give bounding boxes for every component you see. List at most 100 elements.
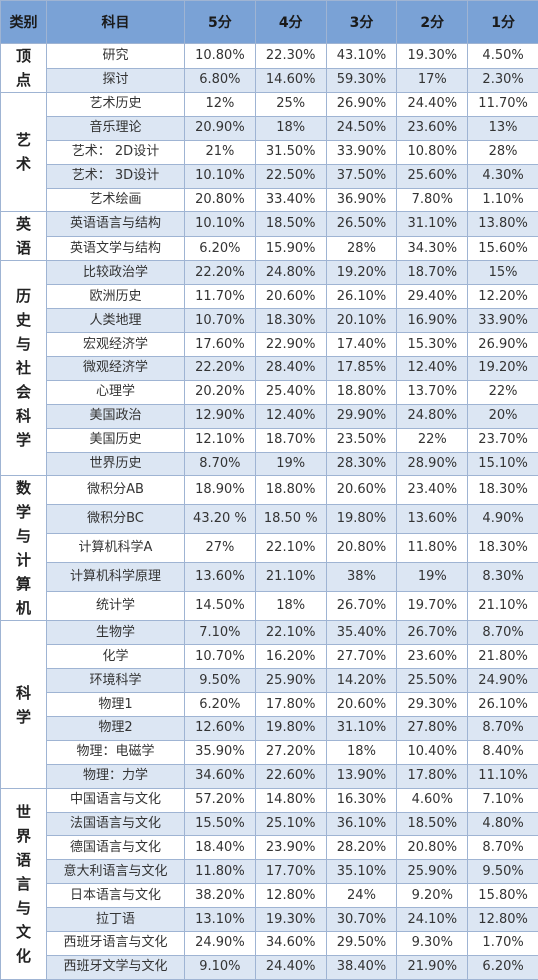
score-5-percent-cell: 13.10% [185,908,256,932]
score-3-percent-cell: 36.90% [326,188,397,212]
score-3-percent-cell: 38% [326,563,397,592]
score-4-percent-cell: 14.60% [255,68,326,93]
score-5-percent-cell: 22.20% [185,261,256,285]
score-1-percent-cell: 18.30% [468,476,538,505]
score-5-percent-cell: 20.80% [185,188,256,212]
score-5-percent-cell: 20.90% [185,116,256,140]
subject-cell: 法国语言与文化 [47,812,185,836]
category-cell: 顶点 [1,44,47,93]
score-5-percent-cell: 11.80% [185,860,256,884]
score-3-percent-cell: 20.60% [326,476,397,505]
score-4-percent-cell: 22.60% [255,764,326,788]
score-2-percent-cell: 23.40% [397,476,468,505]
subject-cell: 计算机科学原理 [47,563,185,592]
subject-cell: 中国语言与文化 [47,788,185,812]
score-4-percent-cell: 18% [255,116,326,140]
score-4-percent-cell: 22.10% [255,534,326,563]
score-2-percent-cell: 23.60% [397,645,468,669]
subject-cell: 比较政治学 [47,261,185,285]
score-4-percent-cell: 33.40% [255,188,326,212]
score-1-percent-cell: 11.70% [468,93,538,117]
score-3-percent-cell: 28% [326,236,397,261]
subject-cell: 计算机科学A [47,534,185,563]
score-1-percent-cell: 1.10% [468,188,538,212]
score-5-percent-cell: 35.90% [185,740,256,764]
subject-cell: 西班牙文学与文化 [47,955,185,979]
header-score-5: 5分 [185,1,256,44]
score-4-percent-cell: 21.10% [255,563,326,592]
subject-cell: 物理2 [47,717,185,741]
subject-cell: 英语文学与结构 [47,236,185,261]
score-4-percent-cell: 17.70% [255,860,326,884]
subject-cell: 艺术历史 [47,93,185,117]
score-4-percent-cell: 17.80% [255,693,326,717]
score-5-percent-cell: 7.10% [185,621,256,645]
score-1-percent-cell: 9.50% [468,860,538,884]
score-5-percent-cell: 15.50% [185,812,256,836]
score-5-percent-cell: 12.10% [185,428,256,452]
score-5-percent-cell: 27% [185,534,256,563]
header-score-1: 1分 [468,1,538,44]
score-1-percent-cell: 13.80% [468,212,538,237]
score-2-percent-cell: 13.70% [397,380,468,404]
score-5-percent-cell: 6.20% [185,693,256,717]
score-4-percent-cell: 19% [255,452,326,476]
score-1-percent-cell: 11.10% [468,764,538,788]
score-2-percent-cell: 11.80% [397,534,468,563]
score-3-percent-cell: 20.60% [326,693,397,717]
score-5-percent-cell: 6.20% [185,236,256,261]
score-3-percent-cell: 17.40% [326,333,397,357]
score-4-percent-cell: 18.50% [255,212,326,237]
score-1-percent-cell: 22% [468,380,538,404]
score-1-percent-cell: 8.70% [468,836,538,860]
score-2-percent-cell: 29.30% [397,693,468,717]
score-4-percent-cell: 34.60% [255,932,326,956]
score-2-percent-cell: 19% [397,563,468,592]
score-2-percent-cell: 34.30% [397,236,468,261]
score-5-percent-cell: 43.20 % [185,505,256,534]
score-5-percent-cell: 22.20% [185,357,256,381]
score-3-percent-cell: 29.90% [326,404,397,428]
score-3-percent-cell: 28.30% [326,452,397,476]
subject-cell: 研究 [47,44,185,69]
score-2-percent-cell: 22% [397,428,468,452]
score-3-percent-cell: 20.10% [326,309,397,333]
score-3-percent-cell: 26.90% [326,93,397,117]
score-4-percent-cell: 20.60% [255,285,326,309]
score-5-percent-cell: 57.20% [185,788,256,812]
score-3-percent-cell: 19.20% [326,261,397,285]
subject-cell: 西班牙语言与文化 [47,932,185,956]
score-4-percent-cell: 18% [255,592,326,621]
score-2-percent-cell: 18.70% [397,261,468,285]
score-5-percent-cell: 10.10% [185,164,256,188]
score-2-percent-cell: 20.80% [397,836,468,860]
score-4-percent-cell: 28.40% [255,357,326,381]
score-1-percent-cell: 4.50% [468,44,538,69]
score-1-percent-cell: 23.70% [468,428,538,452]
header-score-2: 2分 [397,1,468,44]
score-3-percent-cell: 19.80% [326,505,397,534]
score-5-percent-cell: 10.10% [185,212,256,237]
score-5-percent-cell: 12.60% [185,717,256,741]
score-4-percent-cell: 18.50 % [255,505,326,534]
score-5-percent-cell: 24.90% [185,932,256,956]
category-cell: 科学 [1,621,47,788]
score-4-percent-cell: 25.10% [255,812,326,836]
